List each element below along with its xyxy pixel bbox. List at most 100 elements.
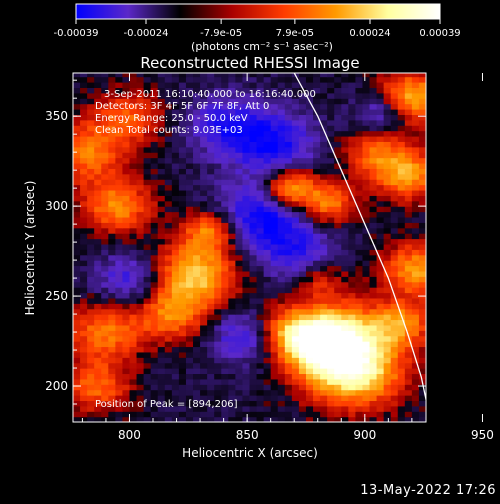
heatmap-cell bbox=[270, 368, 279, 375]
heatmap-cell bbox=[108, 265, 116, 272]
heatmap-cell bbox=[256, 233, 265, 240]
heatmap-cell bbox=[108, 341, 116, 348]
heatmap-cell bbox=[157, 189, 166, 196]
heatmap-cell bbox=[404, 308, 413, 315]
heatmap-cell bbox=[411, 395, 420, 402]
heatmap-cell bbox=[362, 119, 371, 126]
heatmap-cell bbox=[355, 81, 364, 88]
heatmap-cell bbox=[397, 173, 406, 180]
heatmap-cell bbox=[129, 287, 138, 294]
heatmap-cell bbox=[200, 195, 208, 202]
heatmap-cell bbox=[228, 157, 236, 164]
heatmap-cell bbox=[221, 303, 229, 310]
heatmap-cell bbox=[291, 330, 300, 337]
heatmap-cell bbox=[108, 384, 116, 391]
heatmap-cell bbox=[136, 249, 145, 256]
heatmap-cell bbox=[207, 276, 215, 283]
heatmap-cell bbox=[150, 195, 159, 202]
heatmap-cell bbox=[305, 303, 314, 310]
heatmap-cell bbox=[80, 141, 88, 148]
heatmap-cell bbox=[101, 222, 109, 229]
heatmap-cell bbox=[305, 141, 314, 148]
heatmap-cell bbox=[164, 308, 173, 315]
heatmap-cell bbox=[164, 81, 173, 88]
heatmap-cell bbox=[122, 297, 131, 304]
heatmap-cell bbox=[207, 211, 215, 218]
heatmap-cell bbox=[348, 162, 356, 169]
heatmap-cell bbox=[214, 373, 222, 380]
annotation-line: Energy Range: 25.0 - 50.0 keV bbox=[95, 113, 248, 124]
heatmap-cell bbox=[221, 384, 229, 391]
heatmap-cell bbox=[235, 276, 244, 283]
heatmap-cell bbox=[228, 119, 236, 126]
heatmap-cell bbox=[164, 73, 173, 78]
heatmap-cell bbox=[87, 292, 95, 299]
heatmap-cell bbox=[404, 378, 413, 385]
heatmap-cell bbox=[320, 411, 328, 418]
heatmap-cell bbox=[404, 400, 413, 407]
heatmap-cell bbox=[108, 368, 116, 375]
heatmap-cell bbox=[87, 108, 95, 115]
heatmap-cell bbox=[376, 135, 385, 142]
heatmap-cell bbox=[390, 249, 399, 256]
heatmap-cell bbox=[404, 73, 413, 78]
heatmap-cell bbox=[136, 411, 145, 418]
heatmap-cell bbox=[327, 92, 335, 99]
heatmap-cell bbox=[115, 249, 124, 256]
heatmap-cell bbox=[143, 76, 152, 83]
heatmap-cell bbox=[235, 227, 244, 234]
heatmap-cell bbox=[383, 216, 392, 223]
heatmap-cell bbox=[164, 260, 173, 267]
heatmap-cell bbox=[122, 260, 131, 267]
heatmap-cell bbox=[390, 200, 399, 207]
heatmap-cell bbox=[80, 222, 88, 229]
heatmap-cell bbox=[291, 346, 300, 353]
heatmap-cell bbox=[305, 292, 314, 299]
heatmap-cell bbox=[185, 297, 194, 304]
heatmap-cell bbox=[305, 222, 314, 229]
heatmap-cell bbox=[221, 346, 229, 353]
heatmap-cell bbox=[305, 324, 314, 331]
heatmap-cell bbox=[207, 281, 215, 288]
heatmap-cell bbox=[221, 243, 229, 250]
heatmap-cell bbox=[94, 243, 102, 250]
heatmap-cell bbox=[185, 195, 194, 202]
heatmap-cell bbox=[94, 152, 102, 159]
heatmap-cell bbox=[376, 189, 385, 196]
heatmap-cell bbox=[249, 168, 258, 175]
heatmap-cell bbox=[235, 119, 244, 126]
heatmap-cell bbox=[256, 168, 265, 175]
heatmap-cell bbox=[207, 189, 215, 196]
heatmap-cell bbox=[228, 357, 236, 364]
heatmap-cell bbox=[355, 276, 364, 283]
heatmap-cell bbox=[108, 260, 116, 267]
heatmap-cell bbox=[129, 254, 138, 261]
heatmap-cell bbox=[327, 206, 335, 213]
heatmap-cell bbox=[242, 314, 251, 321]
heatmap-cell bbox=[136, 405, 145, 412]
heatmap-cell bbox=[157, 227, 166, 234]
heatmap-cell bbox=[136, 319, 145, 326]
heatmap-cell bbox=[327, 411, 335, 418]
heatmap-cell bbox=[115, 162, 124, 169]
heatmap-cell bbox=[277, 227, 286, 234]
heatmap-cell bbox=[270, 195, 279, 202]
heatmap-cell bbox=[418, 384, 426, 391]
heatmap-cell bbox=[122, 249, 131, 256]
heatmap-cell bbox=[185, 189, 194, 196]
heatmap-cell bbox=[73, 362, 81, 369]
heatmap-cell bbox=[404, 189, 413, 196]
heatmap-cell bbox=[256, 211, 265, 218]
heatmap-cell bbox=[207, 179, 215, 186]
heatmap-cell bbox=[277, 324, 286, 331]
heatmap-cell bbox=[80, 265, 88, 272]
heatmap-cell bbox=[129, 346, 138, 353]
heatmap-cell bbox=[284, 119, 293, 126]
heatmap-cell bbox=[362, 168, 371, 175]
heatmap-cell bbox=[256, 222, 265, 229]
heatmap-cell bbox=[291, 357, 300, 364]
heatmap-cell bbox=[369, 114, 378, 121]
heatmap-cell bbox=[411, 216, 420, 223]
heatmap-cell bbox=[122, 303, 131, 310]
heatmap-cell bbox=[242, 81, 251, 88]
